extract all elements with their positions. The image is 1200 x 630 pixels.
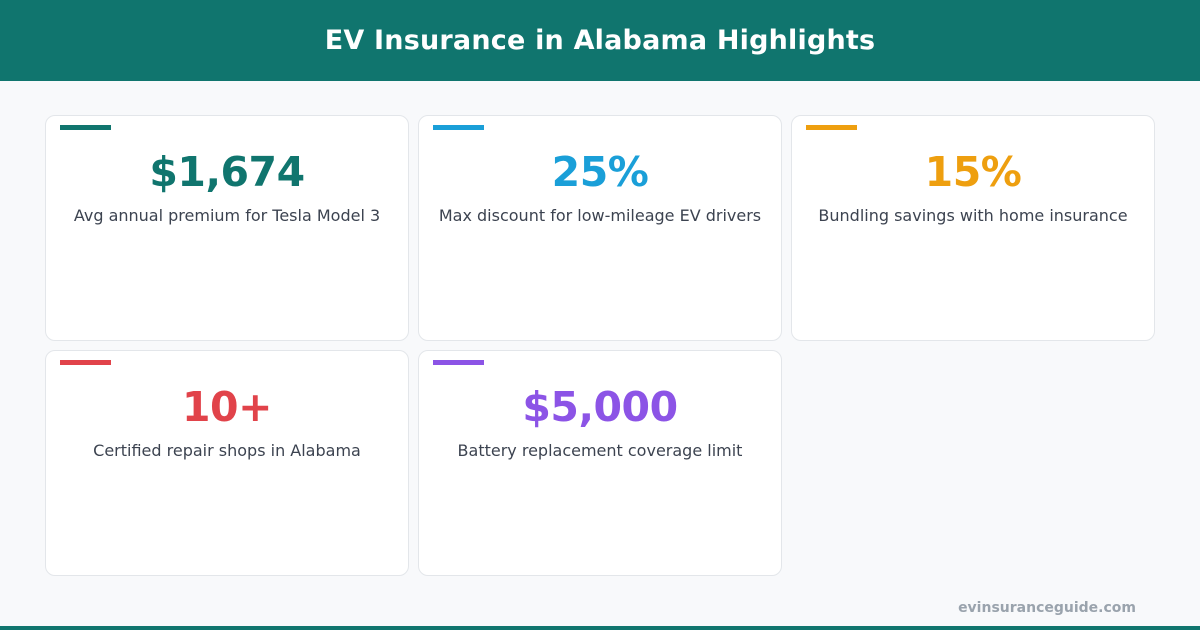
stat-label: Certified repair shops in Alabama <box>93 441 361 460</box>
page-title: EV Insurance in Alabama Highlights <box>324 25 876 56</box>
stat-label: Bundling savings with home insurance <box>818 206 1128 225</box>
card-accent-bar <box>806 125 857 130</box>
card-accent-bar <box>433 360 484 365</box>
stat-card-premium: $1,674 Avg annual premium for Tesla Mode… <box>45 115 409 341</box>
stat-card-bundling: 15% Bundling savings with home insurance <box>791 115 1155 341</box>
stat-card-discount: 25% Max discount for low-mileage EV driv… <box>418 115 782 341</box>
stat-label: Max discount for low-mileage EV drivers <box>438 206 762 225</box>
header-banner: EV Insurance in Alabama Highlights <box>0 0 1200 81</box>
site-url: evinsuranceguide.com <box>958 600 1136 616</box>
stat-card-battery: $5,000 Battery replacement coverage limi… <box>418 350 782 576</box>
stat-value: $5,000 <box>522 383 678 431</box>
stat-label: Avg annual premium for Tesla Model 3 <box>73 206 381 225</box>
card-accent-bar <box>60 360 111 365</box>
stat-value: 15% <box>924 148 1022 196</box>
stat-value: 10+ <box>182 383 272 431</box>
card-accent-bar <box>60 125 111 130</box>
stat-value: 25% <box>551 148 649 196</box>
bottom-accent-bar <box>0 626 1200 630</box>
card-accent-bar <box>433 125 484 130</box>
stat-value: $1,674 <box>149 148 305 196</box>
stat-label: Battery replacement coverage limit <box>457 441 743 460</box>
stat-card-repair-shops: 10+ Certified repair shops in Alabama <box>45 350 409 576</box>
